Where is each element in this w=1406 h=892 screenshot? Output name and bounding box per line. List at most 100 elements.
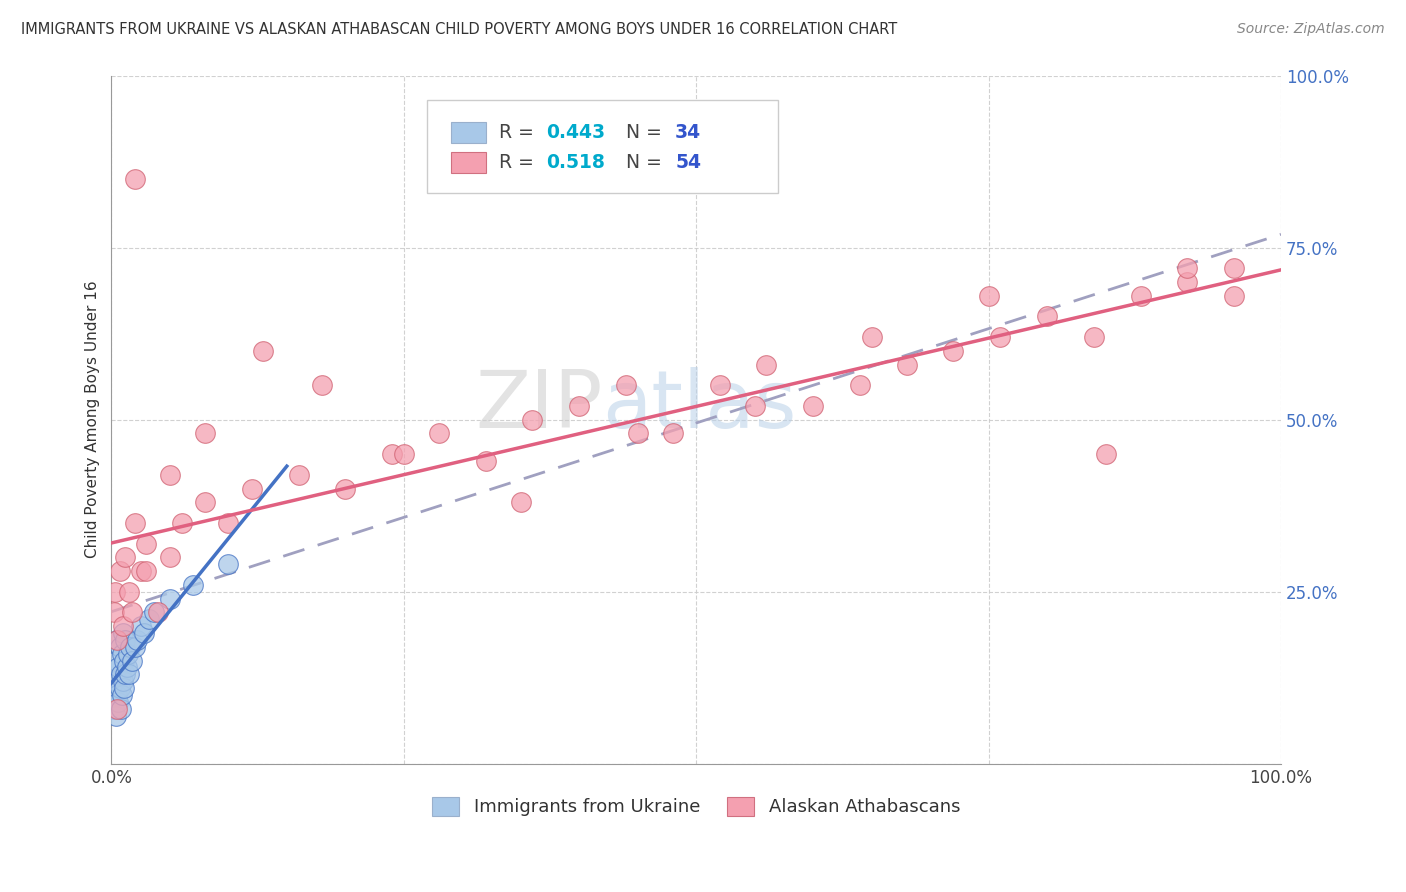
Text: IMMIGRANTS FROM UKRAINE VS ALASKAN ATHABASCAN CHILD POVERTY AMONG BOYS UNDER 16 : IMMIGRANTS FROM UKRAINE VS ALASKAN ATHAB… — [21, 22, 897, 37]
Point — [114, 632, 136, 647]
Point — [104, 674, 127, 689]
Bar — [450, 152, 485, 172]
Point — [381, 447, 404, 461]
Point — [1129, 289, 1152, 303]
Point — [335, 482, 357, 496]
Point — [849, 378, 872, 392]
Point — [194, 495, 217, 509]
Text: Source: ZipAtlas.com: Source: ZipAtlas.com — [1237, 22, 1385, 37]
Point — [509, 495, 531, 509]
Point — [217, 516, 239, 530]
Y-axis label: Child Poverty Among Boys Under 16: Child Poverty Among Boys Under 16 — [86, 281, 100, 558]
Text: 54: 54 — [675, 153, 702, 172]
Point — [148, 606, 170, 620]
Point — [287, 467, 309, 482]
Text: atlas: atlas — [603, 367, 797, 445]
Point — [977, 289, 1000, 303]
Point — [801, 399, 824, 413]
Point — [942, 343, 965, 358]
Point — [112, 681, 135, 695]
Point — [110, 667, 132, 681]
Point — [124, 516, 146, 530]
Point — [252, 343, 274, 358]
Point — [105, 708, 128, 723]
Legend: Immigrants from Ukraine, Alaskan Athabascans: Immigrants from Ukraine, Alaskan Athabas… — [425, 789, 967, 823]
Point — [120, 640, 142, 654]
Point — [129, 619, 152, 633]
Point — [118, 584, 141, 599]
Point — [142, 606, 165, 620]
Point — [114, 667, 136, 681]
Point — [105, 632, 128, 647]
Point — [112, 626, 135, 640]
Point — [1036, 310, 1059, 324]
Point — [115, 660, 138, 674]
Point — [217, 558, 239, 572]
Point — [860, 330, 883, 344]
Point — [135, 536, 157, 550]
Point — [105, 654, 128, 668]
Point — [194, 426, 217, 441]
Point — [112, 619, 135, 633]
Text: R =: R = — [499, 153, 533, 172]
Point — [111, 688, 134, 702]
Point — [127, 632, 149, 647]
Point — [114, 550, 136, 565]
Point — [392, 447, 415, 461]
Point — [118, 667, 141, 681]
Point — [568, 399, 591, 413]
Bar — [450, 122, 485, 143]
Point — [105, 688, 128, 702]
Point — [108, 640, 131, 654]
FancyBboxPatch shape — [427, 100, 778, 193]
Point — [107, 695, 129, 709]
Point — [108, 564, 131, 578]
Text: N =: N = — [626, 123, 662, 142]
Point — [103, 702, 125, 716]
Point — [627, 426, 650, 441]
Point — [427, 426, 450, 441]
Point — [181, 578, 204, 592]
Point — [1094, 447, 1116, 461]
Point — [121, 606, 143, 620]
Point — [1083, 330, 1105, 344]
Point — [112, 674, 135, 689]
Point — [988, 330, 1011, 344]
Point — [170, 516, 193, 530]
Text: 0.443: 0.443 — [547, 123, 606, 142]
Point — [159, 467, 181, 482]
Point — [159, 550, 181, 565]
Point — [105, 702, 128, 716]
Text: ZIP: ZIP — [475, 367, 603, 445]
Text: 34: 34 — [675, 123, 702, 142]
Point — [709, 378, 731, 392]
Point — [104, 584, 127, 599]
Point — [1177, 261, 1199, 276]
Point — [134, 626, 156, 640]
Point — [135, 564, 157, 578]
Point — [240, 482, 263, 496]
Point — [124, 640, 146, 654]
Point — [159, 591, 181, 606]
Point — [522, 412, 544, 426]
Point — [107, 660, 129, 674]
Point — [662, 426, 685, 441]
Point — [311, 378, 333, 392]
Point — [1223, 289, 1246, 303]
Point — [121, 654, 143, 668]
Point — [614, 378, 637, 392]
Point — [108, 681, 131, 695]
Point — [105, 632, 128, 647]
Text: N =: N = — [626, 153, 662, 172]
Point — [124, 171, 146, 186]
Point — [111, 647, 134, 661]
Point — [1177, 275, 1199, 289]
Point — [112, 654, 135, 668]
Point — [744, 399, 766, 413]
Text: 0.518: 0.518 — [547, 153, 606, 172]
Point — [1223, 261, 1246, 276]
Point — [755, 358, 778, 372]
Point — [474, 454, 496, 468]
Point — [103, 606, 125, 620]
Point — [110, 702, 132, 716]
